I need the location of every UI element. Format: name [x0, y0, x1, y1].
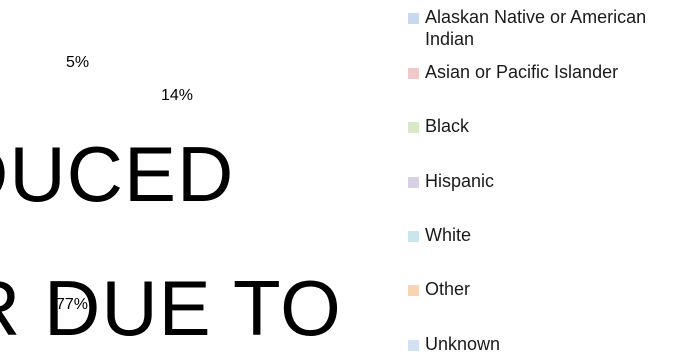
legend-swatch-alaskan-native [408, 13, 419, 24]
watermark-overlay: DUCED R DUE TO [0, 130, 342, 352]
legend-label-asian: Asian or Pacific Islander [425, 62, 619, 82]
legend-label-white: White [425, 225, 472, 245]
legend-swatch-black [408, 122, 419, 133]
data-label-14: 14% [161, 87, 194, 104]
legend-swatch-unknown [408, 340, 419, 351]
legend-item-asian: Asian or Pacific Islander [408, 61, 618, 83]
legend-label-black: Black [425, 116, 470, 136]
legend-item-alaskan-native: Alaskan Native or American Indian [408, 6, 698, 50]
data-label-5: 5% [66, 54, 90, 71]
legend-item-hispanic: Hispanic [408, 170, 494, 192]
legend-label-hispanic: Hispanic [425, 171, 495, 191]
legend-item-black: Black [408, 115, 469, 137]
legend-item-white: White [408, 224, 471, 246]
legend-label-unknown: Unknown [425, 334, 501, 354]
data-label-77: 77% [56, 296, 89, 313]
legend-item-unknown: Unknown [408, 333, 500, 355]
legend-label-alaskan-native: Alaskan Native or American Indian [425, 7, 647, 49]
legend-swatch-other [408, 285, 419, 296]
legend-item-other: Other [408, 278, 470, 300]
legend-swatch-white [408, 231, 419, 242]
legend-swatch-asian [408, 68, 419, 79]
watermark-line-2: R DUE TO [0, 264, 342, 352]
legend-label-other: Other [425, 279, 471, 299]
watermark-line-1: DUCED [0, 130, 235, 218]
legend-swatch-hispanic [408, 177, 419, 188]
